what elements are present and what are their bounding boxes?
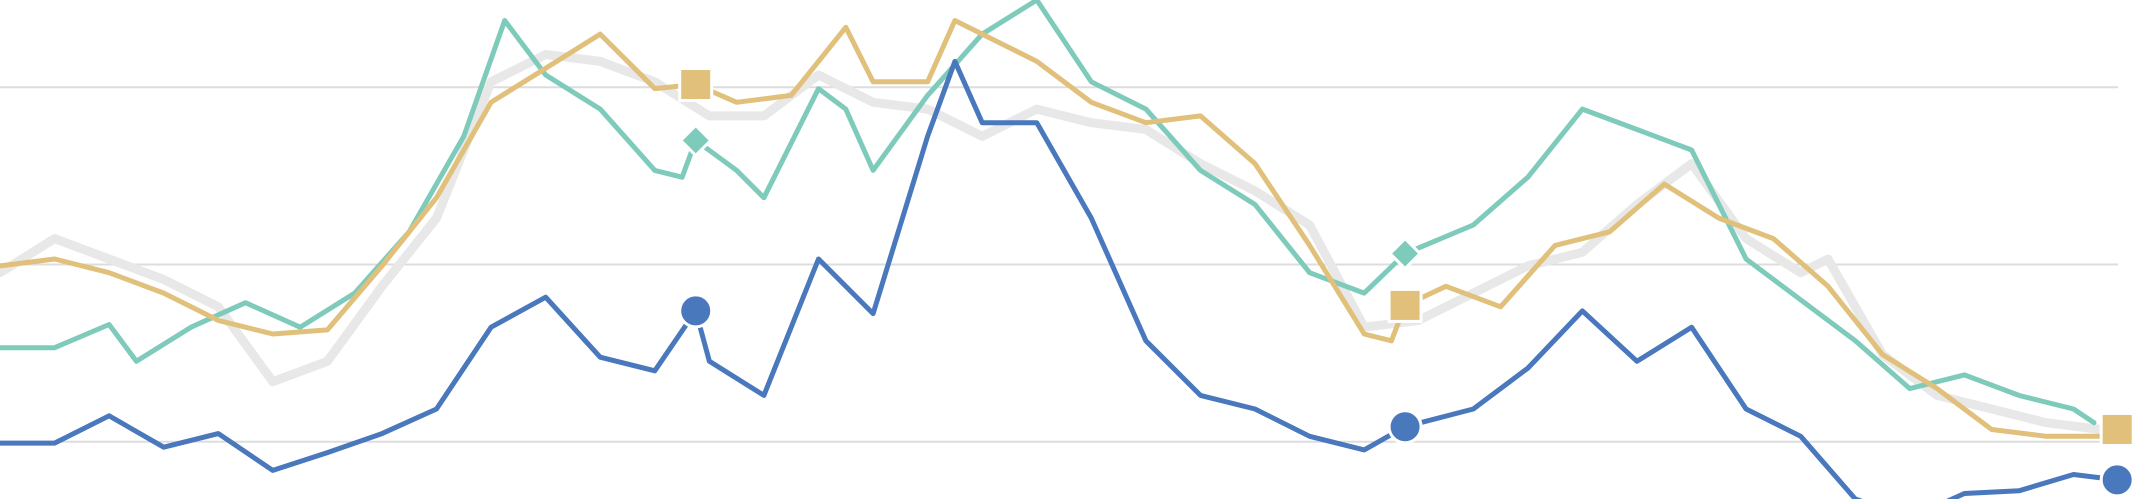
point-marker — [678, 293, 714, 329]
line-series — [0, 0, 2097, 426]
point-marker — [1387, 287, 1423, 323]
line-series — [0, 58, 2120, 499]
point-marker — [1387, 236, 1423, 271]
point-marker — [2099, 462, 2135, 498]
point-marker — [678, 123, 713, 158]
point-marker — [678, 67, 714, 103]
line-series — [0, 50, 2106, 434]
point-marker — [1387, 409, 1423, 445]
point-marker — [2099, 411, 2135, 447]
line-series — [0, 18, 2120, 439]
